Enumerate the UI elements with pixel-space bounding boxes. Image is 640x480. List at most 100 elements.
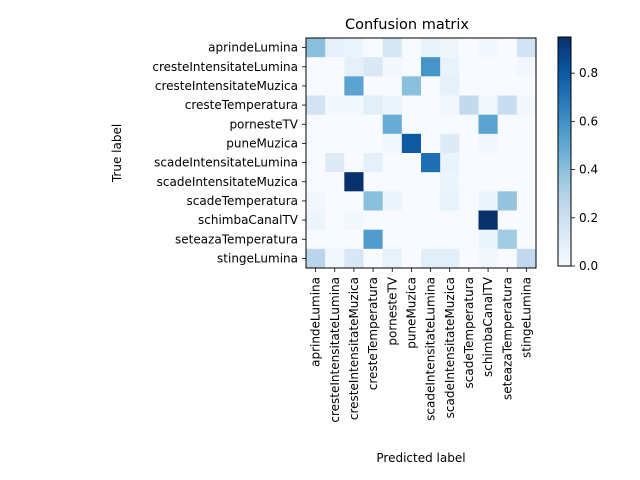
- heatmap-cell: [325, 76, 345, 96]
- heatmap-cell: [344, 248, 364, 269]
- heatmap-cell: [344, 229, 364, 250]
- heatmap-cell: [478, 76, 499, 96]
- x-tick-label: cresteTemperatura: [366, 277, 380, 390]
- heatmap-cell: [363, 38, 384, 58]
- heatmap-cell: [459, 229, 479, 250]
- heatmap-cell: [401, 172, 422, 192]
- heatmap-cell: [363, 95, 384, 116]
- y-tick-label: scadeTemperatura: [187, 194, 298, 208]
- heatmap-cell: [478, 38, 499, 58]
- heatmap-cell: [440, 114, 460, 135]
- heatmap-cell: [363, 191, 384, 211]
- heatmap-cell: [363, 76, 384, 96]
- heatmap-cell: [306, 133, 326, 154]
- y-tick-label: puneMuzica: [226, 136, 298, 150]
- y-tick-label: cresteTemperatura: [185, 98, 298, 112]
- heatmap-cell: [363, 172, 384, 192]
- y-tick-label: seteazaTemperatura: [175, 232, 298, 246]
- heatmap-cell: [344, 210, 364, 231]
- heatmap-cell: [401, 133, 422, 154]
- heatmap-cell: [421, 133, 441, 154]
- heatmap-cell: [478, 210, 499, 231]
- colorbar-tick-label: 0.4: [579, 163, 598, 177]
- heatmap-cell: [440, 248, 460, 269]
- heatmap-cell: [401, 114, 422, 135]
- heatmap-cell: [516, 248, 537, 269]
- y-tick-label: scadeIntensitateMuzica: [157, 175, 298, 189]
- heatmap-cell: [401, 210, 422, 231]
- heatmap-cell: [344, 153, 364, 173]
- heatmap-cell: [516, 133, 537, 154]
- heatmap-cell: [401, 57, 422, 77]
- x-tick-label: scadeIntensitateLumina: [424, 277, 438, 421]
- heatmap-cell: [401, 191, 422, 211]
- heatmap-cell: [497, 38, 518, 58]
- heatmap-cell: [325, 133, 345, 154]
- heatmap-cells: [306, 38, 537, 269]
- heatmap-cell: [497, 248, 518, 269]
- y-tick-label: cresteIntensitateMuzica: [155, 79, 298, 93]
- heatmap-cell: [401, 95, 422, 116]
- colorbar: [557, 36, 572, 267]
- colorbar-ticks: 0.0 0.2 0.4 0.6 0.8: [571, 66, 598, 273]
- heatmap-cell: [478, 114, 499, 135]
- heatmap-cell: [440, 191, 460, 211]
- colorbar-tick-label: 0.8: [579, 66, 598, 80]
- heatmap-cell: [382, 57, 403, 77]
- heatmap-cell: [325, 172, 345, 192]
- heatmap-cell: [421, 76, 441, 96]
- heatmap-cell: [325, 229, 345, 250]
- heatmap-cell: [478, 153, 499, 173]
- heatmap-cell: [497, 114, 518, 135]
- heatmap-cell: [382, 229, 403, 250]
- heatmap-cell: [459, 133, 479, 154]
- heatmap-cell: [382, 191, 403, 211]
- heatmap-cell: [344, 76, 364, 96]
- x-axis-label: Predicted label: [376, 451, 465, 465]
- heatmap-cell: [421, 95, 441, 116]
- heatmap-cell: [516, 229, 537, 250]
- heatmap-cell: [306, 210, 326, 231]
- y-axis-label: True label: [110, 124, 124, 183]
- heatmap-cell: [421, 210, 441, 231]
- x-tick-label: pornesteTV: [385, 276, 399, 345]
- heatmap-cell: [497, 210, 518, 231]
- heatmap-cell: [382, 76, 403, 96]
- heatmap-cell: [516, 76, 537, 96]
- heatmap-cell: [306, 114, 326, 135]
- heatmap-cell: [344, 172, 364, 192]
- y-tick-label: cresteIntensitateLumina: [152, 60, 298, 74]
- plot-frame: [305, 37, 537, 269]
- heatmap-cell: [344, 57, 364, 77]
- heatmap-cell: [344, 133, 364, 154]
- heatmap-cell: [478, 57, 499, 77]
- y-tick-label: schimbaCanalTV: [198, 213, 299, 227]
- heatmap-cell: [440, 95, 460, 116]
- heatmap-cell: [421, 57, 441, 77]
- heatmap-cell: [363, 57, 384, 77]
- heatmap-cell: [497, 95, 518, 116]
- heatmap-cell: [516, 191, 537, 211]
- heatmap-cell: [497, 57, 518, 77]
- heatmap-cell: [306, 191, 326, 211]
- heatmap-cell: [401, 76, 422, 96]
- x-tick-label: scadeIntensitateMuzica: [443, 277, 457, 418]
- heatmap-cell: [497, 133, 518, 154]
- heatmap-cell: [440, 133, 460, 154]
- heatmap-cell: [325, 191, 345, 211]
- heatmap-cell: [325, 57, 345, 77]
- heatmap-cell: [516, 57, 537, 77]
- heatmap-cell: [382, 95, 403, 116]
- heatmap-cell: [306, 229, 326, 250]
- heatmap-cell: [325, 114, 345, 135]
- heatmap-cell: [306, 153, 326, 173]
- heatmap-cell: [401, 248, 422, 269]
- y-axis-ticks: aprindeLumina cresteIntensitateLumina cres…: [152, 41, 306, 265]
- heatmap-cell: [421, 229, 441, 250]
- heatmap-cell: [363, 114, 384, 135]
- heatmap-cell: [421, 172, 441, 192]
- chart-title: Confusion matrix: [345, 17, 469, 33]
- heatmap-cell: [363, 248, 384, 269]
- heatmap-cell: [421, 114, 441, 135]
